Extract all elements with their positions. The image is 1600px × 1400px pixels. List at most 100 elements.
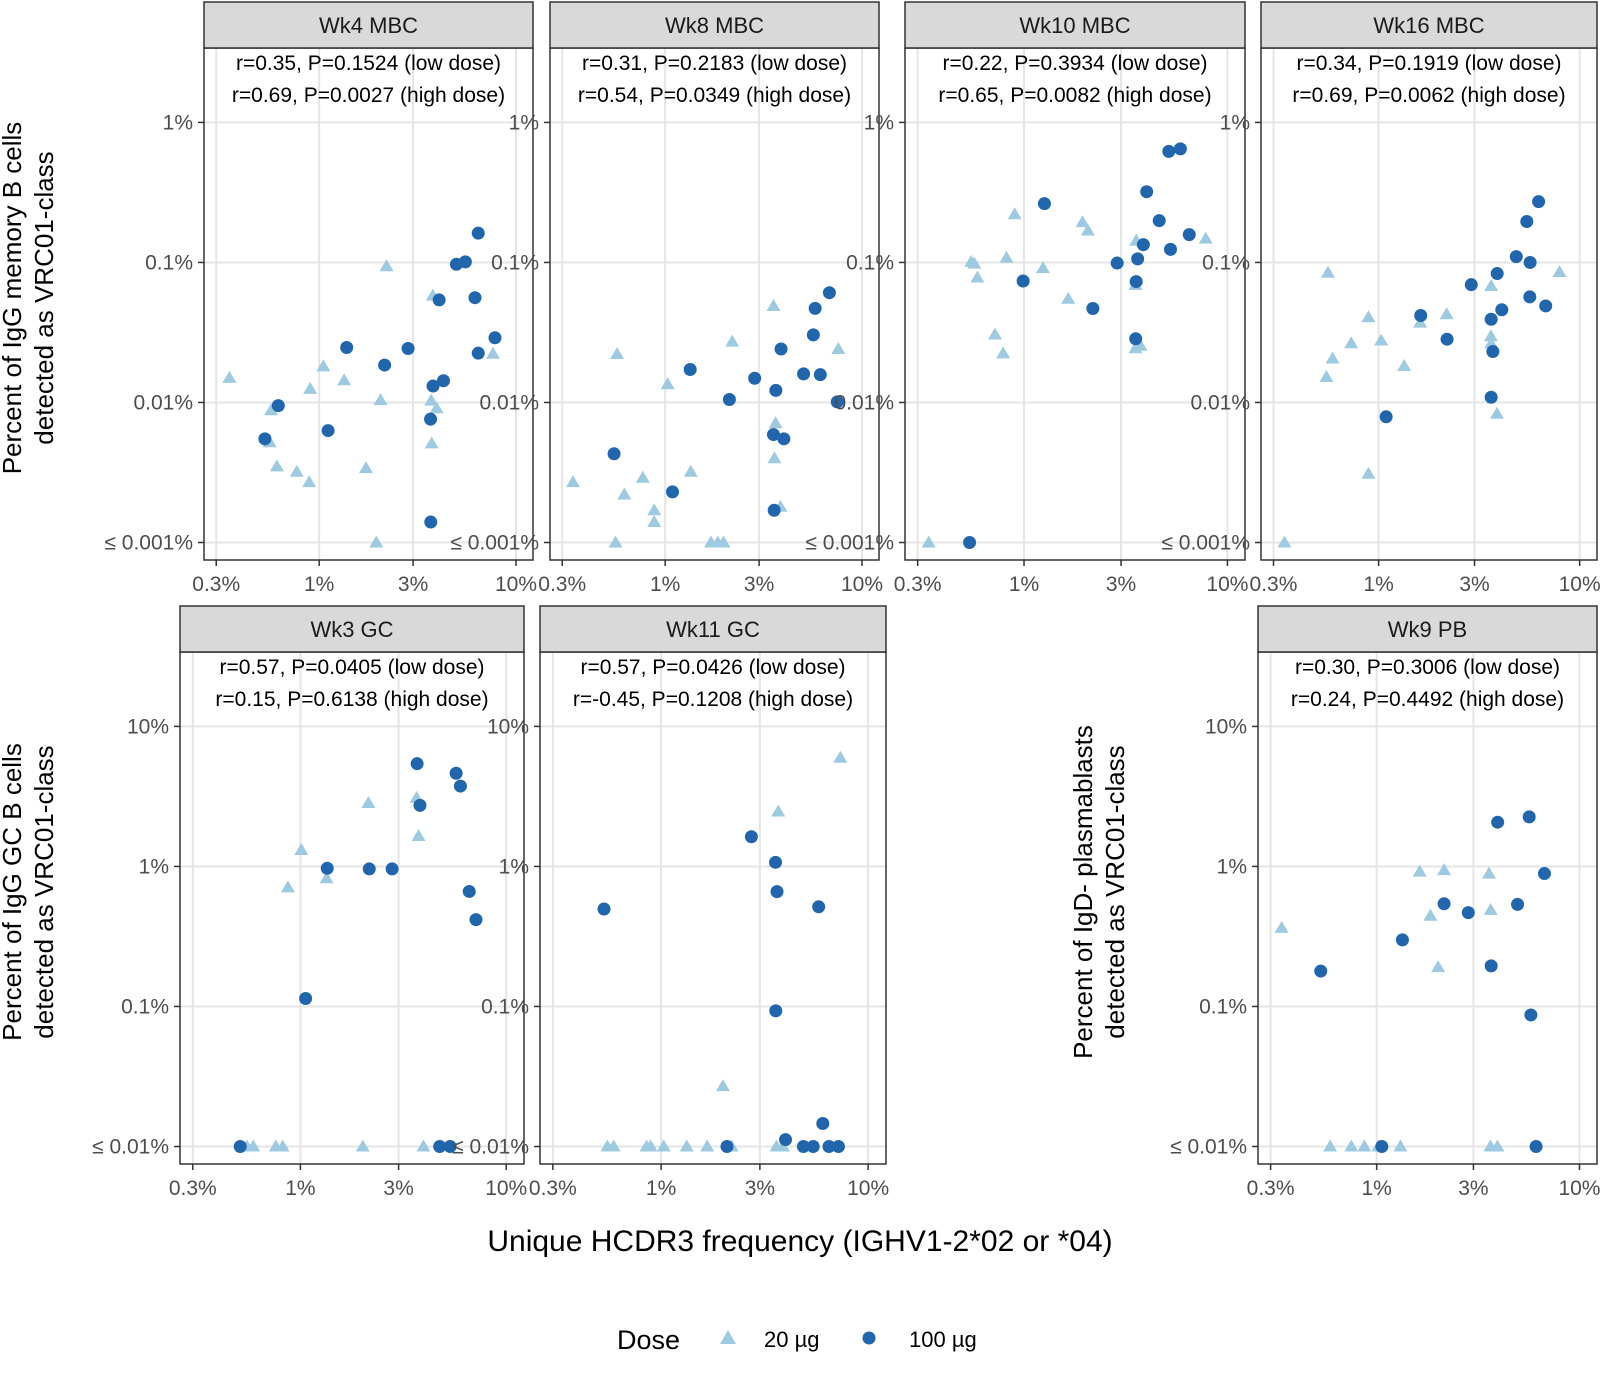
panel-wk9-pb: 0.3% 1% 3% 10% ≤ 0.01% 0.1% 1% 10% r=0.30, P=0.3… — [1170, 605, 1600, 1200]
x-axis-label: Unique HCDR3 frequency (IGHV1-2*02 or *0… — [487, 1225, 1112, 1258]
y-tick-label: 1% — [163, 111, 193, 134]
data-point-20ug — [679, 1139, 694, 1152]
facet-title: Wk8 MBC — [665, 13, 764, 38]
data-point-100ug — [797, 367, 811, 381]
data-point-100ug — [1016, 274, 1030, 288]
data-point-100ug — [458, 255, 472, 269]
data-point-20ug — [831, 341, 846, 354]
data-point-20ug — [1080, 223, 1095, 236]
data-point-100ug — [822, 286, 836, 300]
data-point-100ug — [774, 342, 788, 356]
data-point-20ug — [1323, 1139, 1338, 1152]
y-tick-label: 1% — [499, 855, 529, 878]
data-point-100ug — [1522, 810, 1536, 824]
data-point-100ug — [1131, 252, 1145, 266]
x-tick-label: 1% — [650, 573, 680, 596]
data-point-100ug — [1379, 410, 1393, 424]
data-point-100ug — [1484, 959, 1498, 973]
data-point-20ug — [771, 804, 786, 817]
data-point-100ug — [1129, 332, 1143, 346]
data-point-100ug — [767, 503, 781, 517]
data-point-20ug — [1357, 1139, 1372, 1152]
data-point-100ug — [769, 383, 783, 397]
legend-label-100ug: 100 µg — [909, 1327, 977, 1352]
y-tick-label: 1% — [139, 855, 169, 878]
data-point-100ug — [1490, 267, 1504, 281]
data-point-100ug — [433, 1140, 447, 1154]
y-axis-label-pb-line2: detected as VRC01-class — [1100, 745, 1130, 1038]
data-point-20ug — [565, 475, 580, 488]
y-tick-label: 0.01% — [1190, 391, 1250, 414]
data-point-20ug — [361, 795, 376, 808]
chart-panels: 0.3% 1% 3% 10% ≤ 0.001% 0.01% 0.1% 1% r=0.35, P=… — [92, 1, 1600, 1200]
x-tick-label: 3% — [1459, 573, 1489, 596]
x-tick-label: 0.3% — [529, 1177, 577, 1200]
data-point-20ug — [1133, 338, 1148, 351]
legend: Dose 20 µg 100 µg — [617, 1325, 977, 1355]
data-point-20ug — [1344, 336, 1359, 349]
data-point-100ug — [443, 1140, 457, 1154]
x-tick-label: 1% — [304, 573, 334, 596]
data-point-100ug — [1437, 897, 1451, 911]
y-tick-label: 0.1% — [1199, 995, 1247, 1018]
data-point-20ug — [1437, 863, 1452, 876]
data-point-100ug — [1491, 815, 1505, 829]
data-point-100ug — [720, 1140, 734, 1154]
facet-strip — [179, 605, 525, 653]
data-point-20ug — [369, 535, 384, 548]
data-point-20ug — [1423, 908, 1438, 921]
y-tick-label: 0.1% — [1202, 251, 1250, 274]
data-point-100ug — [812, 900, 826, 914]
data-point-20ug — [359, 461, 374, 474]
legend-label-20ug: 20 µg — [764, 1327, 820, 1352]
data-point-100ug — [1314, 964, 1328, 978]
data-point-100ug — [1537, 867, 1551, 881]
data-point-100ug — [424, 412, 438, 426]
data-point-100ug — [1140, 185, 1154, 199]
data-point-100ug — [816, 1116, 830, 1130]
y-tick-label: ≤ 0.01% — [1170, 1136, 1247, 1159]
data-point-20ug — [715, 1079, 730, 1092]
data-point-100ug — [744, 830, 758, 844]
data-point-100ug — [436, 374, 450, 388]
data-point-100ug — [777, 432, 791, 446]
data-point-100ug — [413, 798, 427, 812]
data-point-20ug — [1361, 310, 1376, 323]
data-point-20ug — [921, 535, 936, 548]
data-point-100ug — [469, 913, 483, 927]
data-point-20ug — [411, 828, 426, 841]
x-tick-label: 1% — [1009, 573, 1039, 596]
y-axis-label-pb-line1: Percent of IgD- plasmablasts — [1068, 725, 1098, 1059]
data-point-20ug — [1489, 406, 1504, 419]
x-tick-label: 1% — [646, 1177, 676, 1200]
data-point-100ug — [488, 331, 502, 345]
facet-strip — [1260, 1, 1598, 49]
data-point-20ug — [1061, 291, 1076, 304]
data-point-100ug — [813, 368, 827, 382]
x-tick-label: 3% — [383, 1177, 413, 1200]
data-point-100ug — [1136, 238, 1150, 252]
data-point-20ug — [280, 880, 295, 893]
data-point-100ug — [1524, 1008, 1538, 1022]
data-point-20ug — [606, 1139, 621, 1152]
data-point-100ug — [769, 855, 783, 869]
data-point-100ug — [449, 766, 463, 780]
data-point-20ug — [647, 515, 662, 528]
data-point-100ug — [766, 428, 780, 442]
y-tick-label: 0.01% — [834, 391, 894, 414]
data-point-100ug — [1486, 345, 1500, 359]
panel-wk8-mbc: 0.3% 1% 3% 10% ≤ 0.001% 0.01% 0.1% 1% r=0.31, P=… — [450, 1, 883, 596]
panel-wk16-mbc: 0.3% 1% 3% 10% ≤ 0.001% 0.01% 0.1% 1% r=0.34, P=… — [1161, 1, 1600, 596]
correlation-annotation: r=0.15, P=0.6138 (high dose) — [215, 688, 488, 711]
y-tick-label: 1% — [1220, 111, 1250, 134]
data-point-20ug — [970, 270, 985, 283]
y-tick-label: 0.1% — [481, 995, 529, 1018]
y-tick-label: 10% — [127, 715, 169, 738]
data-point-20ug — [1552, 264, 1567, 277]
x-tick-label: 0.3% — [1247, 1177, 1295, 1200]
data-point-100ug — [1523, 255, 1537, 269]
data-point-100ug — [471, 226, 485, 240]
facet-strip — [203, 1, 534, 49]
y-tick-label: ≤ 0.001% — [104, 532, 193, 555]
